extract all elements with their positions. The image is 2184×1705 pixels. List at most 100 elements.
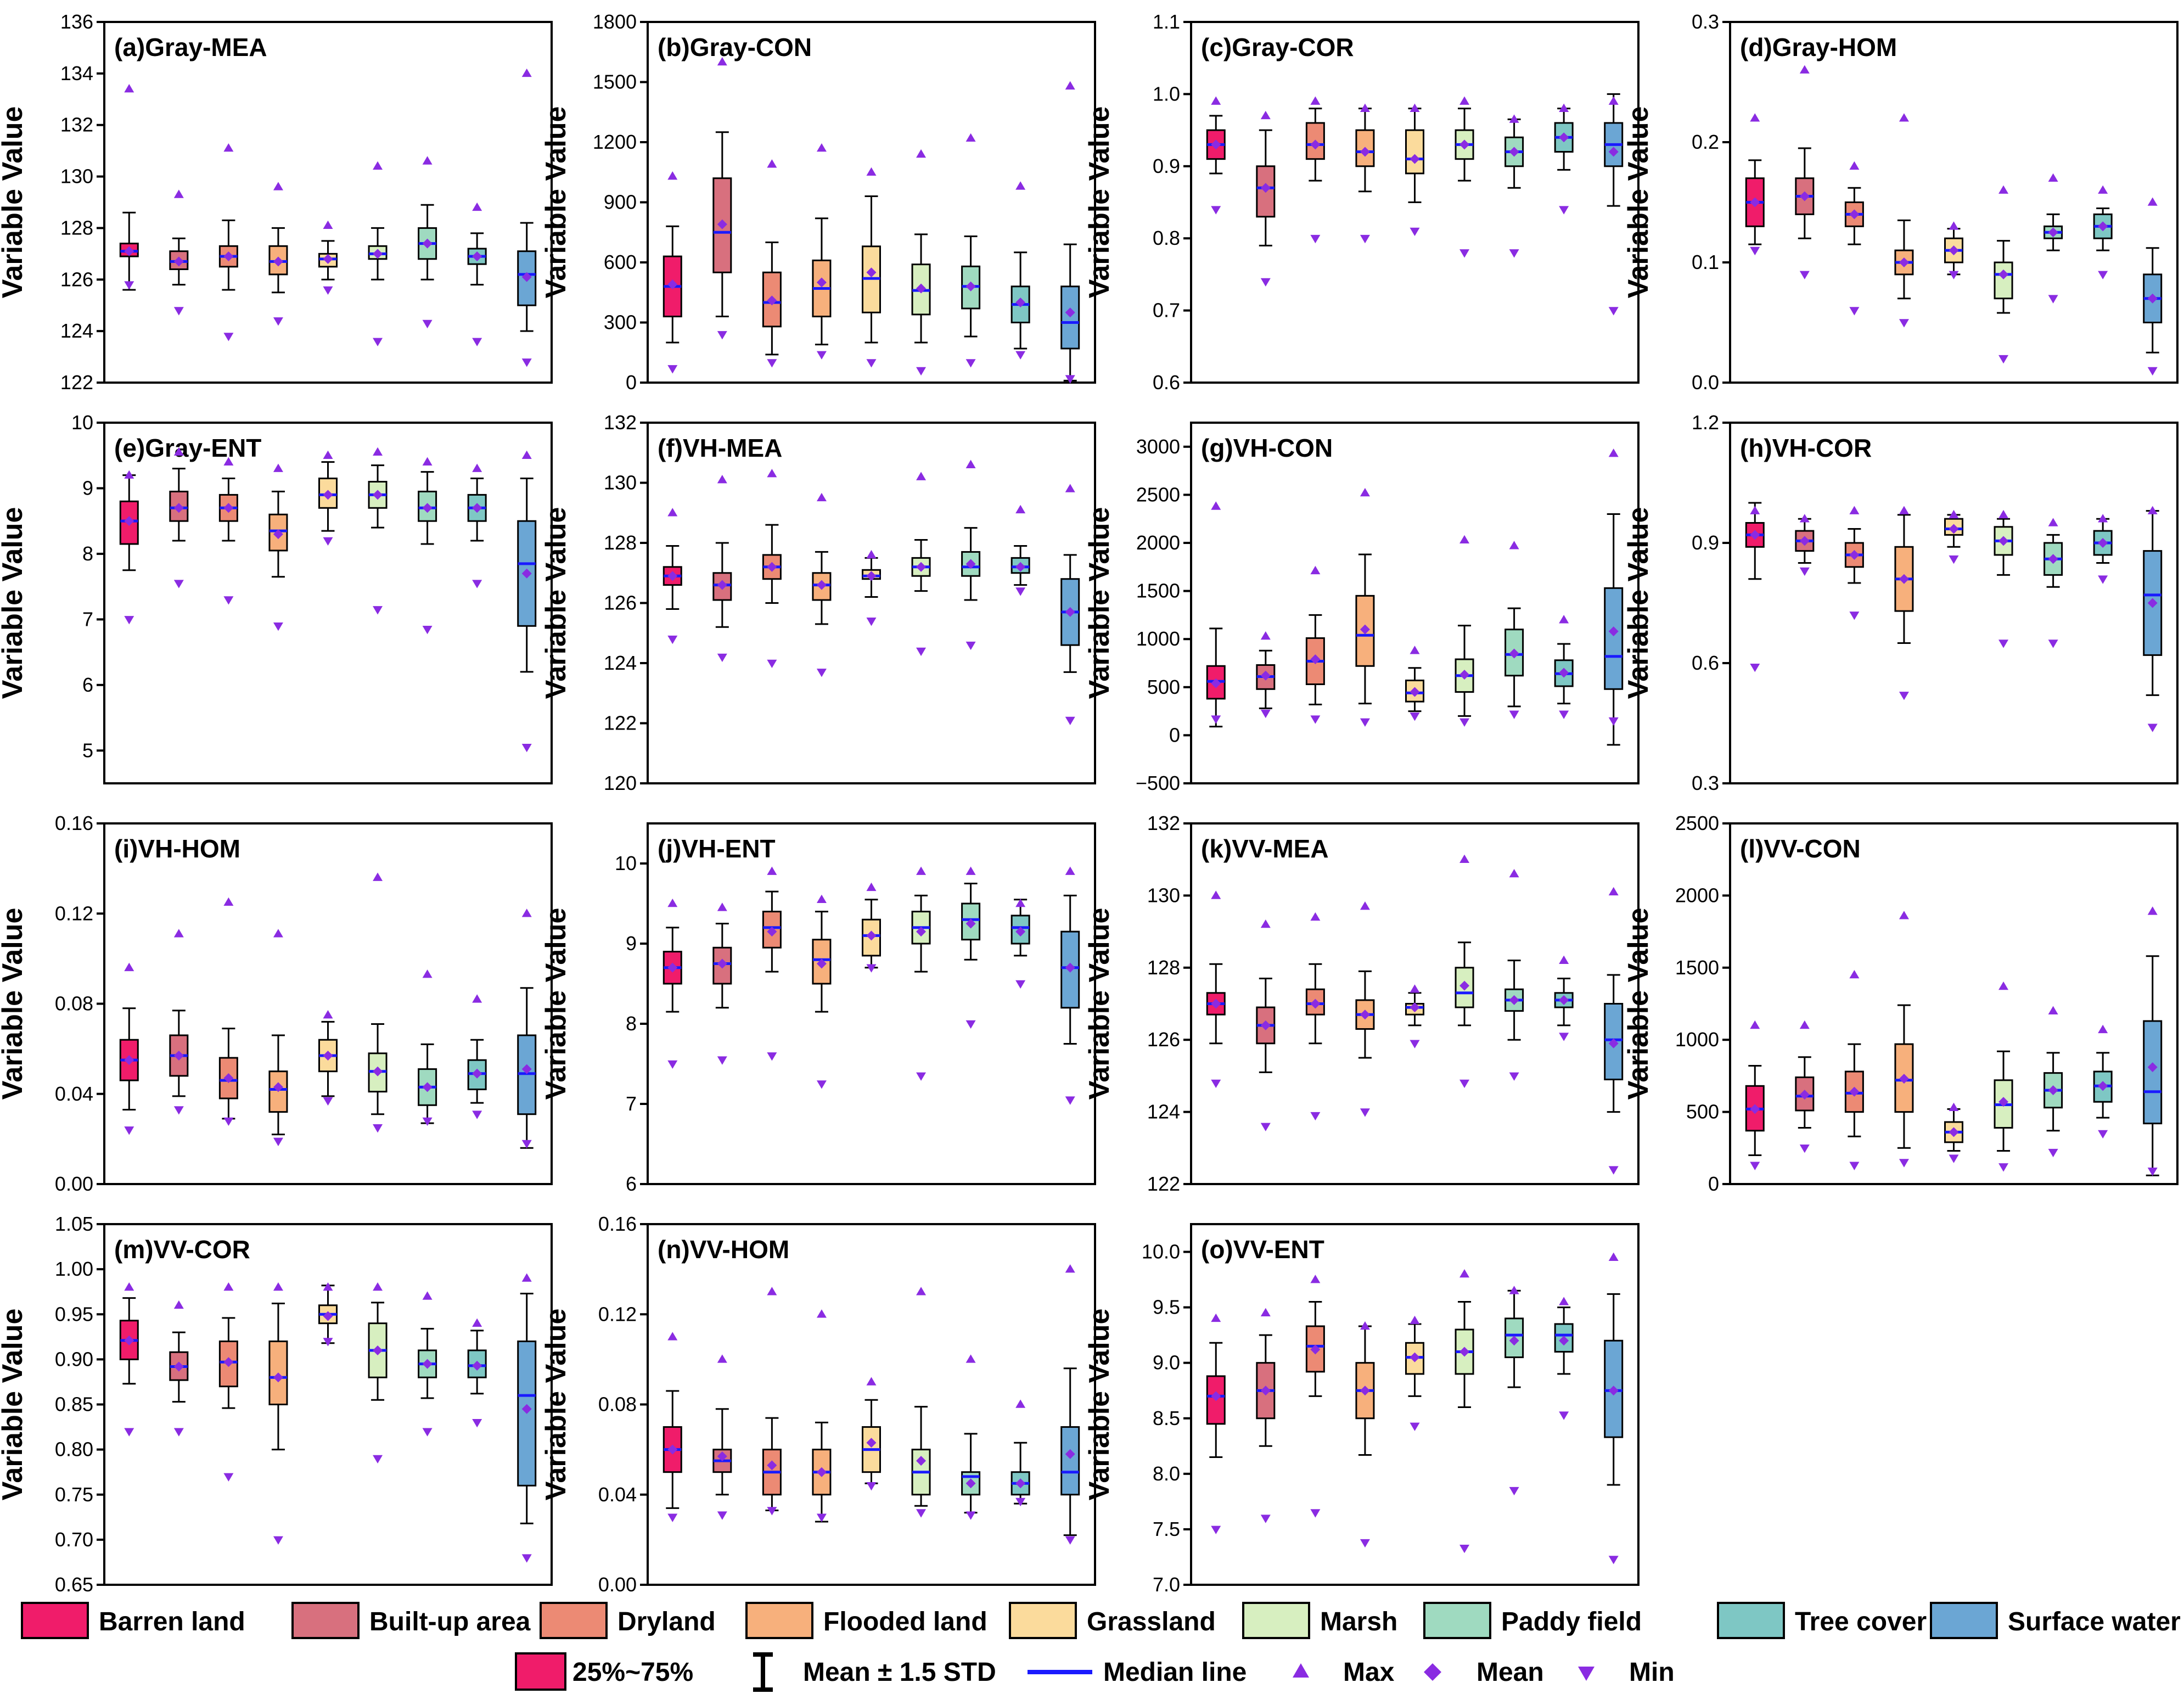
plot-frame	[647, 822, 1096, 1185]
min-marker	[1509, 710, 1519, 719]
legend-swatch-paddy-field	[1423, 1602, 1491, 1639]
box-grassland	[318, 1010, 338, 1106]
plot-frame	[103, 21, 553, 384]
mean-marker	[1360, 1009, 1370, 1020]
panel-bgray-con: 0 300 600 900 1200 1500 1800 Variable Value (b)G…	[540, 10, 1096, 394]
panel-title: (j)VH-ENT	[658, 834, 776, 863]
max-marker	[1360, 901, 1370, 910]
mean-marker	[1608, 1386, 1619, 1396]
mean-marker	[816, 277, 827, 288]
plot-frame	[1190, 422, 1640, 784]
box-surface-water	[1604, 93, 1624, 316]
box-built-up-area	[169, 1300, 189, 1437]
box-flooded-land	[1355, 487, 1375, 727]
mean-marker	[2048, 554, 2058, 564]
min-marker	[472, 1419, 482, 1428]
mean-marker	[1015, 1478, 1026, 1489]
min-marker	[521, 1554, 532, 1563]
y-tick-label: 0.70	[55, 1528, 93, 1551]
y-tick-label: 122	[1147, 1173, 1180, 1195]
legend-label-built-up-area: Built-up area	[369, 1607, 531, 1636]
max-marker	[173, 189, 184, 198]
legend-max-marker	[1293, 1663, 1309, 1678]
min-marker	[667, 1513, 678, 1522]
box-tree-cover	[2093, 514, 2113, 584]
min-marker	[124, 616, 134, 625]
max-marker	[1750, 113, 1760, 122]
min-marker	[1459, 1079, 1470, 1089]
mean-marker	[1799, 1090, 1810, 1100]
y-tick-label: 8	[82, 542, 93, 565]
mean-marker	[472, 1068, 482, 1079]
mean-marker	[866, 1438, 877, 1448]
box-paddy-field	[1504, 114, 1524, 258]
y-tick-label: 0	[1708, 1173, 1719, 1195]
min-marker	[1211, 206, 1221, 215]
box-marsh	[911, 472, 931, 657]
mean-marker	[124, 1335, 134, 1345]
box-tree-cover	[1554, 955, 1574, 1041]
min-marker	[1211, 1525, 1221, 1534]
min-marker	[1799, 1145, 1810, 1153]
min-marker	[1360, 234, 1370, 244]
panel-gvh-con: −500 0 500 1000 1500 2000 2500 3000 Variable Val…	[1083, 422, 1640, 794]
max-marker	[1015, 504, 1026, 514]
mean-marker	[1360, 1386, 1370, 1396]
y-tick-label: 6	[626, 1173, 637, 1195]
mean-marker	[323, 254, 333, 264]
min-marker	[1608, 1556, 1619, 1564]
box-barren-land	[119, 1282, 139, 1437]
panel-mvv-cor: 0.65 0.70 0.75 0.80 0.85 0.90 0.95 1.00 1.05 Vari…	[0, 1213, 553, 1596]
box-grassland	[1405, 1315, 1424, 1431]
plot-frame	[103, 422, 553, 784]
max-marker	[965, 1354, 976, 1363]
y-tick-label: 126	[1147, 1028, 1180, 1051]
box-dryland	[1844, 161, 1864, 316]
mean-marker	[2147, 598, 2158, 608]
panels-group: 122 124 126 128 130 132 134 136 Variable Value (a…	[0, 10, 2179, 1596]
max-marker	[124, 1282, 134, 1291]
mean-marker	[1459, 980, 1470, 991]
mean-marker	[965, 559, 976, 569]
mean-marker	[1410, 687, 1420, 697]
box-dryland	[1305, 565, 1325, 724]
max-marker	[1211, 1313, 1221, 1322]
min-marker	[2147, 1168, 2158, 1176]
max-marker	[1459, 1269, 1470, 1278]
max-marker	[323, 1010, 333, 1019]
min-marker	[124, 1428, 134, 1437]
box-surface-water	[1060, 81, 1080, 384]
min-marker	[717, 331, 727, 340]
y-tick-label: 1800	[593, 10, 637, 33]
mean-marker	[273, 256, 283, 267]
y-tick-label: 0.1	[1692, 251, 1719, 273]
mean-marker	[1310, 1344, 1321, 1355]
box-tree-cover	[1010, 181, 1030, 360]
box-barren-land	[1206, 96, 1226, 215]
mean-marker	[1949, 245, 1959, 256]
max-marker	[2098, 1024, 2108, 1034]
box-built-up-area	[1256, 631, 1276, 719]
mean-marker	[273, 529, 283, 540]
mean-marker	[521, 568, 532, 579]
mean-marker	[1509, 147, 1519, 157]
box-barren-land	[119, 962, 139, 1135]
mean-marker	[373, 1345, 383, 1355]
max-marker	[323, 220, 333, 229]
min-marker	[1015, 351, 1026, 360]
min-marker	[1750, 246, 1760, 256]
max-marker	[1949, 1102, 1959, 1112]
box-tree-cover	[1554, 615, 1574, 719]
max-marker	[273, 182, 283, 190]
y-tick-label: 124	[60, 319, 93, 342]
box-tree-cover	[467, 994, 487, 1119]
max-marker	[667, 899, 678, 907]
plot-frame	[1729, 422, 2179, 784]
y-tick-label: 0.12	[55, 902, 93, 924]
max-marker	[767, 1287, 777, 1295]
iqr-box	[2143, 1020, 2163, 1125]
box-barren-land	[1206, 890, 1226, 1089]
min-marker	[1459, 249, 1470, 258]
max-marker	[273, 929, 283, 938]
min-marker	[223, 333, 234, 341]
